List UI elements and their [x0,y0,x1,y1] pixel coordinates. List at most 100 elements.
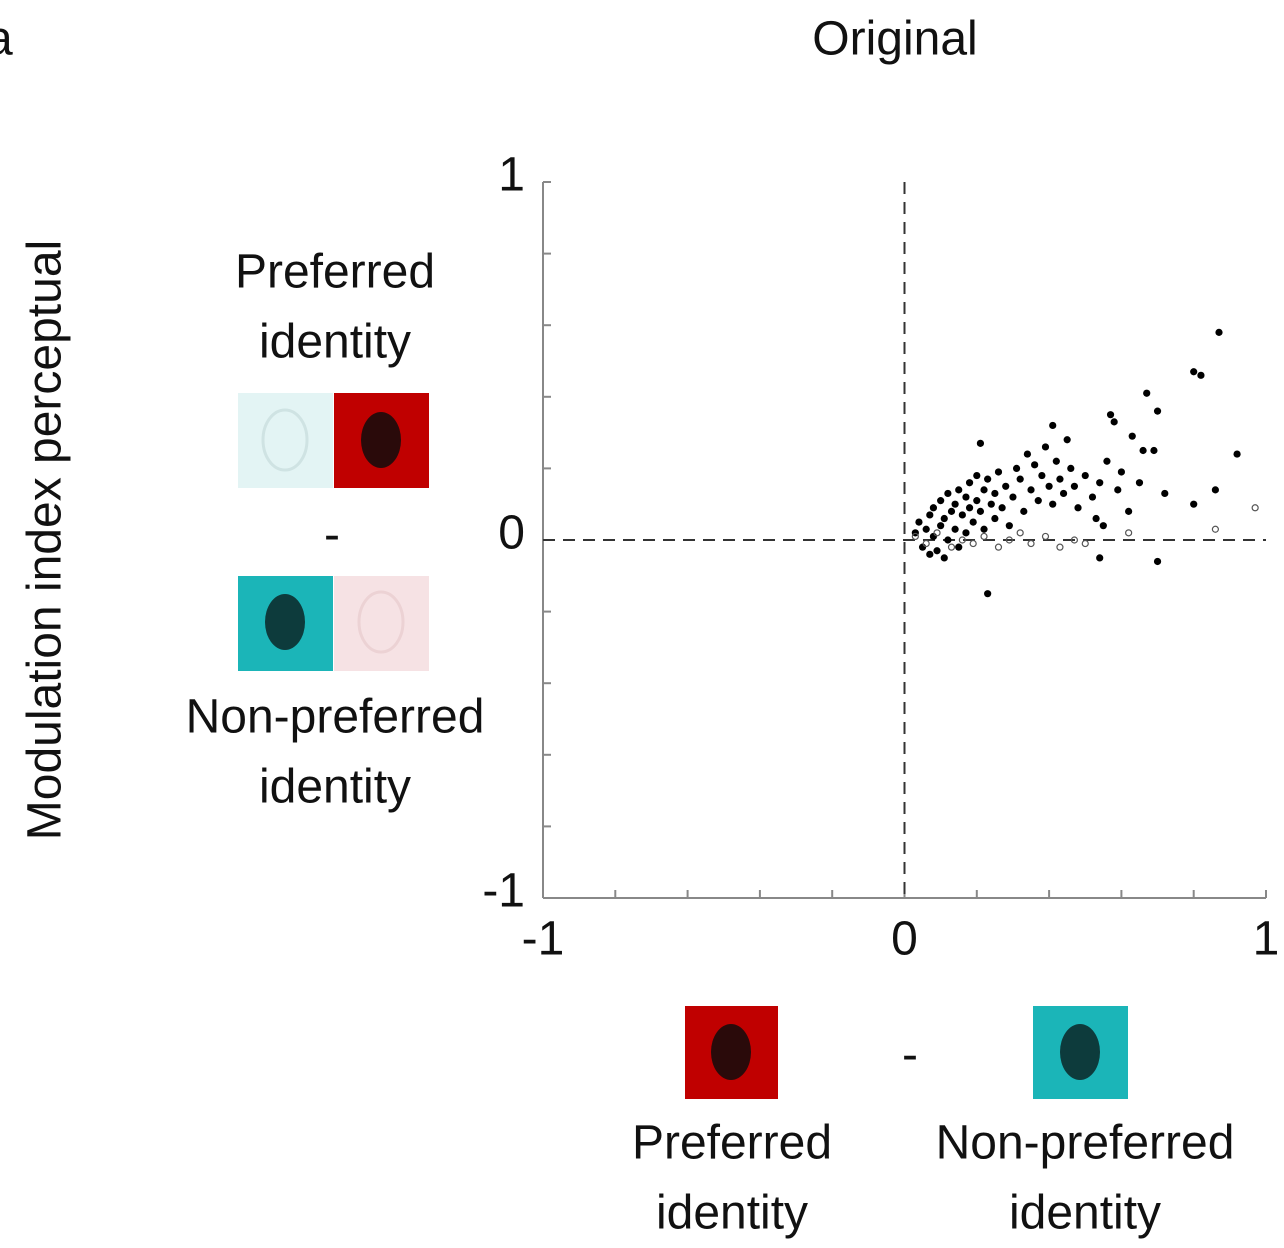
point [955,544,962,551]
point [952,526,959,533]
point [962,529,969,536]
open-point [1252,505,1258,511]
point [1031,461,1038,468]
point [966,479,973,486]
x-tick-label: 1 [1253,913,1280,966]
panel-label: a [0,13,13,66]
point [930,504,937,511]
point [977,440,984,447]
point [1154,408,1161,415]
point [937,497,944,504]
point [1118,468,1125,475]
open-point [1082,541,1088,547]
left-minus: - [324,509,340,562]
point [1017,476,1024,483]
point [1060,490,1067,497]
point [1143,390,1150,397]
point [1161,490,1168,497]
point [941,515,948,522]
point [1002,483,1009,490]
point [1129,433,1136,440]
chart-title: Original [812,13,977,66]
point [1006,522,1013,529]
point [1103,458,1110,465]
point [1100,522,1107,529]
point [952,501,959,508]
point [1009,493,1016,500]
point [1107,411,1114,418]
point [919,544,926,551]
point [1089,493,1096,500]
point [973,497,980,504]
point [1197,372,1204,379]
open-point [995,544,1001,550]
point [995,468,1002,475]
y-tick-label: 0 [498,507,525,560]
point [1096,554,1103,561]
x-tick-label: -1 [522,913,565,966]
point [977,508,984,515]
y-tick-label: -1 [482,865,525,918]
bottom-label: Preferred [632,1117,832,1170]
point [1096,479,1103,486]
point [999,504,1006,511]
point [1092,515,1099,522]
point [1046,483,1053,490]
point [1056,476,1063,483]
point [984,590,991,597]
point [988,501,995,508]
point [933,547,940,554]
open-point [970,541,976,547]
open-point [1028,541,1034,547]
bottom-label: Non-preferred [936,1117,1235,1170]
point [1125,508,1132,515]
figure: a Original Modulation index perceptual P… [0,0,1284,1248]
left-label: Preferred [235,246,435,299]
bottom-minus: - [902,1029,918,1082]
point [1233,450,1240,457]
point [991,515,998,522]
open-point [1212,526,1218,532]
open-point [1017,530,1023,536]
point [1064,436,1071,443]
point [1190,501,1197,508]
point [948,508,955,515]
y-tick-label: 1 [498,149,525,202]
open-point [948,544,954,550]
point [1215,329,1222,336]
point [1190,368,1197,375]
open-point [1042,533,1048,539]
point [1053,458,1060,465]
point [970,519,977,526]
open-point [981,533,987,539]
point [980,486,987,493]
point [1049,501,1056,508]
stimulus-images [238,393,1128,1099]
point [955,486,962,493]
point [1136,479,1143,486]
open-point [1057,544,1063,550]
point [1071,483,1078,490]
point [915,519,922,526]
open-point [934,530,940,536]
point [1111,418,1118,425]
left-label: identity [259,316,411,369]
point [984,476,991,483]
y-axis-label: Modulation index perceptual [19,240,72,840]
point [991,490,998,497]
point [1074,504,1081,511]
plot-area: -1 0 1 -1 0 1 [482,149,1279,966]
point [1038,472,1045,479]
point [1154,558,1161,565]
point [941,554,948,561]
x-tick-label: 0 [891,913,918,966]
point [930,533,937,540]
point [926,511,933,518]
point [944,490,951,497]
point [1042,443,1049,450]
open-point [1126,530,1132,536]
point [962,493,969,500]
point [1049,422,1056,429]
point [923,526,930,533]
point [973,472,980,479]
